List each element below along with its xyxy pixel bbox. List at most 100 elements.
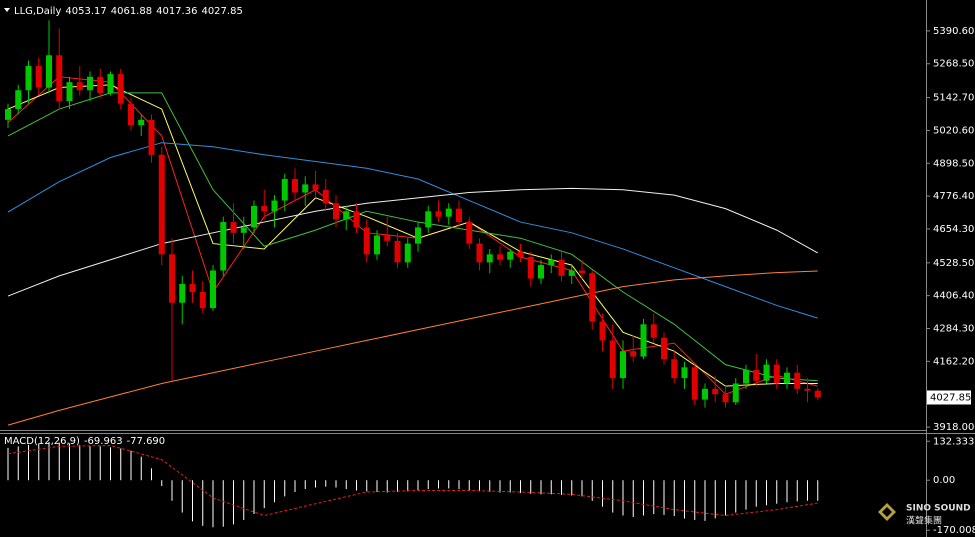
candle-body (599, 321, 606, 341)
candle-body (650, 324, 657, 338)
y-tick-label: 4776.40 (933, 191, 974, 202)
y-tick-label: 5268.50 (933, 59, 974, 70)
candle-body (292, 179, 298, 193)
logo-mark (882, 507, 892, 517)
candle-body (784, 372, 790, 384)
candle-body (486, 254, 493, 263)
candle-body (25, 66, 32, 91)
candle-body (394, 240, 401, 263)
y-tick-label: 3918.00 (933, 422, 974, 433)
y-tick-label: 4284.30 (933, 324, 974, 335)
candle-body (56, 55, 63, 101)
moving-average (7, 270, 818, 426)
candle-body (527, 257, 534, 279)
candle-body (794, 372, 801, 389)
candle-body (251, 205, 257, 228)
candle-body (271, 200, 278, 212)
candle-body (425, 211, 432, 228)
candle-body (620, 351, 626, 379)
y-tick-label: 5390.60 (933, 26, 974, 37)
candle-body (722, 394, 729, 403)
moving-average (7, 187, 818, 297)
candle-body (374, 235, 380, 255)
candle-body (466, 222, 473, 244)
last-price-label: 4027.85 (930, 392, 971, 403)
candle-body (538, 265, 544, 279)
candle-body (148, 119, 155, 155)
candle-body (138, 119, 145, 126)
y-tick-label: 4162.20 (933, 356, 974, 367)
header-close: 4027.85 (201, 6, 242, 17)
y-tick-label: 5142.70 (933, 93, 974, 104)
candle-body (179, 283, 186, 303)
logo (878, 503, 896, 521)
candle-body (691, 367, 698, 400)
candle-body (415, 227, 421, 244)
watermark-subtitle: 漢聲集團 (906, 515, 942, 527)
candle-body (322, 189, 329, 204)
candle-body (743, 370, 749, 384)
candle-body (353, 211, 360, 228)
y-tick-label: 4406.40 (933, 291, 974, 302)
candle-body (404, 243, 411, 263)
candle-body (220, 222, 227, 271)
candle-body (681, 367, 688, 379)
candle-body (261, 205, 268, 212)
candle-body (189, 283, 196, 292)
header-low: 4017.36 (156, 6, 197, 17)
y-tick-label: 4528.50 (933, 258, 974, 269)
candle-body (97, 76, 104, 93)
candle-body (5, 109, 11, 120)
candle-body (15, 90, 22, 110)
candle-body (456, 208, 462, 223)
candle-body (210, 270, 216, 309)
header-high: 4061.88 (111, 6, 152, 17)
candle-body (671, 359, 678, 379)
candle-body (753, 370, 760, 381)
candle-body (548, 259, 555, 266)
y-tick-label: 0.00 (933, 475, 955, 486)
candle-body (609, 340, 616, 379)
candle-body (640, 324, 647, 357)
candle-body (476, 243, 483, 263)
candle-body (445, 208, 452, 217)
candle-body (814, 390, 821, 398)
y-tick-label: 132.333 (933, 436, 974, 447)
candle-body (497, 254, 503, 260)
candle-body (240, 227, 247, 233)
price-label-box (927, 390, 971, 405)
candle-body (661, 337, 667, 360)
candle-body (333, 203, 339, 220)
candle-body (312, 184, 319, 190)
candle-body (732, 383, 739, 403)
candle-body (384, 235, 391, 241)
candle-body (230, 222, 237, 233)
candle-body (517, 251, 524, 258)
candle-body (128, 103, 134, 126)
candle-body (66, 82, 73, 101)
candle-body (589, 273, 596, 322)
candle-body (763, 364, 770, 381)
candle-body (804, 388, 811, 391)
candle-body (343, 211, 350, 220)
signal-line (7, 444, 818, 517)
menu-arrow (4, 8, 10, 12)
candle-body (579, 270, 585, 274)
candle-body (630, 351, 637, 357)
moving-average (7, 142, 818, 319)
y-tick-label: 4654.30 (933, 224, 974, 235)
chart-title: LLG,Daily (14, 6, 61, 17)
macd-value: -69.963 (84, 436, 123, 447)
candle-body (87, 76, 93, 91)
candle-body (158, 154, 165, 255)
candle-body (435, 211, 442, 217)
candle-body (712, 388, 719, 395)
chart-header: LLG,Daily 4053.17 4061.88 4017.36 4027.85 (14, 6, 243, 17)
watermark-title: SINO SOUND (906, 504, 971, 514)
y-tick-label: -170.008 (933, 525, 975, 536)
candle-body (568, 270, 575, 276)
candle-body (76, 82, 83, 91)
y-tick-label: 4898.50 (933, 158, 974, 169)
